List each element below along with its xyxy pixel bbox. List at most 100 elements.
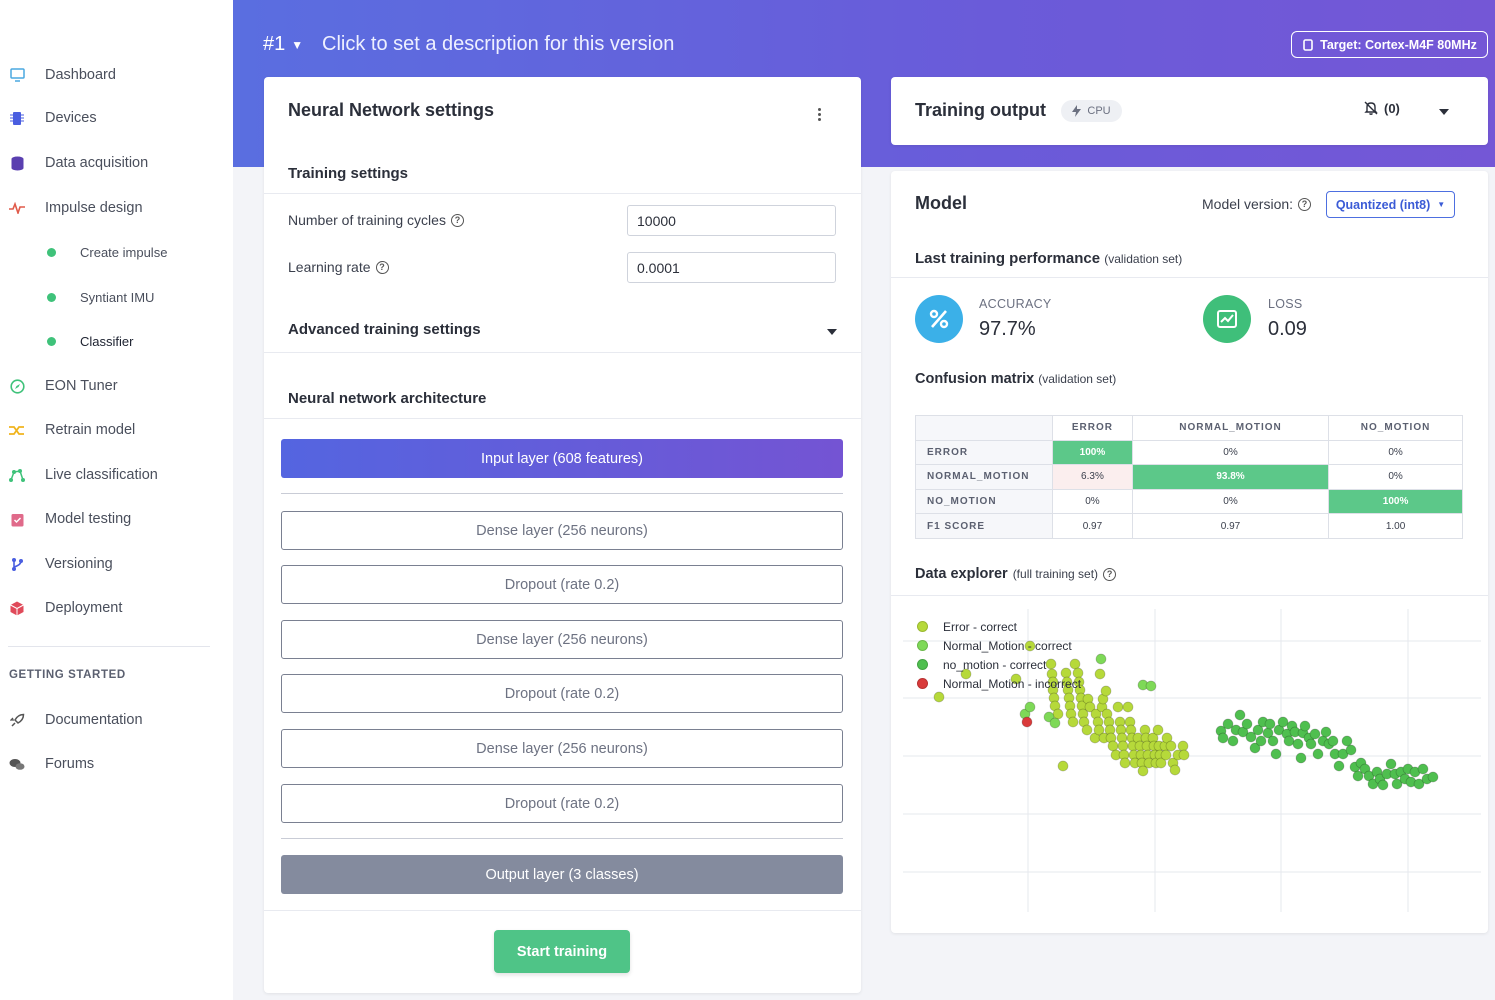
legend-item: Normal_Motion - correct [917, 636, 1081, 655]
sidebar-item-forums[interactable]: Forums [0, 750, 233, 778]
layer-dense-2[interactable]: Dense layer (256 neurons) [281, 620, 843, 659]
layer-dropout-2[interactable]: Dropout (rate 0.2) [281, 674, 843, 713]
training-cycles-label: Number of training cycles ? [288, 212, 464, 228]
notifications-count: (0) [1384, 100, 1400, 116]
sidebar-subitem-syntiant-imu[interactable]: Syntiant IMU [0, 285, 233, 309]
pulse-icon [9, 200, 25, 216]
scatter-point [1234, 709, 1246, 721]
status-dot [47, 247, 56, 257]
divider [281, 493, 843, 494]
training-cycles-input[interactable]: 10000 [627, 205, 836, 236]
nn-settings-title: Neural Network settings [288, 100, 495, 120]
help-icon[interactable]: ? [375, 260, 389, 274]
sidebar-item-documentation[interactable]: Documentation [0, 706, 233, 734]
sidebar-subitem-classifier[interactable]: Classifier [0, 329, 233, 353]
target-label: Target: Cortex-M4F 80MHz [1320, 37, 1477, 52]
legend-swatch [917, 659, 928, 670]
divider [281, 838, 843, 839]
cm-row-header: F1 SCORE [915, 513, 1053, 539]
cm-row-header: NORMAL_MOTION [915, 464, 1053, 490]
layer-dense-1[interactable]: Dense layer (256 neurons) [281, 511, 843, 550]
cm-cell: 0% [1052, 488, 1133, 515]
layer-dropout-3[interactable]: Dropout (rate 0.2) [281, 784, 843, 823]
scatter-point [1267, 735, 1279, 747]
scatter-point [1021, 716, 1033, 728]
cm-cell: 0.97 [1052, 513, 1133, 539]
help-icon[interactable]: ? [1103, 567, 1117, 581]
scatter-point [1145, 680, 1157, 692]
legend-item: Error - correct [917, 617, 1081, 636]
learning-rate-input[interactable]: 0.0001 [627, 252, 836, 283]
layer-dense-3[interactable]: Dense layer (256 neurons) [281, 729, 843, 768]
sidebar-item-eon-tuner[interactable]: EON Tuner [0, 372, 233, 400]
chat-icon [9, 756, 25, 772]
sidebar-item-data-acquisition[interactable]: Data acquisition [0, 149, 233, 177]
scatter-point [1024, 640, 1036, 652]
help-icon[interactable]: ? [450, 213, 464, 227]
sidebar-item-live-classification[interactable]: Live classification [0, 461, 233, 489]
sidebar-item-model-testing[interactable]: Model testing [0, 505, 233, 533]
cm-cell: 6.3% [1052, 464, 1133, 490]
version-selector[interactable]: #1 ▼ [263, 33, 303, 56]
sidebar-item-devices[interactable]: Devices [0, 104, 233, 132]
model-version-select[interactable]: Quantized (int8) ▼ [1326, 191, 1455, 218]
notifications-toggle[interactable]: (0) [1363, 100, 1400, 116]
cm-row: NORMAL_MOTION 6.3% 93.8% 0% [915, 464, 1463, 490]
cm-cell: 0% [1328, 464, 1463, 490]
percent-icon [915, 295, 963, 343]
cm-corner [915, 415, 1053, 441]
scatter-point [1333, 760, 1345, 772]
chevron-down-icon[interactable] [1439, 109, 1449, 115]
layer-dropout-1[interactable]: Dropout (rate 0.2) [281, 565, 843, 604]
shuffle-icon [9, 422, 25, 438]
scatter-point [1385, 758, 1397, 770]
sidebar-subitem-label: Syntiant IMU [80, 289, 155, 305]
kebab-menu-icon[interactable] [818, 108, 822, 123]
scatter-point [1270, 748, 1282, 760]
scatter-point [1052, 708, 1064, 720]
output-layer[interactable]: Output layer (3 classes) [281, 855, 843, 894]
sidebar-item-label: Data acquisition [45, 155, 149, 171]
data-explorer-scatter[interactable] [903, 604, 1481, 920]
model-title: Model [915, 193, 967, 213]
start-training-button[interactable]: Start training [494, 930, 630, 973]
scatter-point [1327, 735, 1339, 747]
scatter-point [1122, 701, 1134, 713]
sidebar-subitem-create-impulse[interactable]: Create impulse [0, 240, 233, 264]
chip-icon [9, 110, 25, 126]
compass-icon [9, 378, 25, 394]
confusion-matrix-heading: Confusion matrix (validation set) [915, 371, 1116, 387]
advanced-training-settings-toggle[interactable]: Advanced training settings [288, 321, 481, 338]
perf-title: Last training performance [915, 250, 1101, 267]
lightning-icon [1072, 105, 1082, 117]
graph-icon [9, 467, 25, 483]
sidebar-item-label: Devices [45, 110, 97, 126]
input-layer[interactable]: Input layer (608 features) [281, 439, 843, 478]
scatter-point [1178, 749, 1190, 761]
sidebar-item-dashboard[interactable]: Dashboard [0, 61, 233, 89]
cm-col-header: NO_MOTION [1328, 415, 1463, 441]
version-description[interactable]: Click to set a description for this vers… [322, 33, 675, 55]
help-icon[interactable]: ? [1298, 197, 1312, 211]
legend-item: no_motion - correct [917, 655, 1081, 674]
sidebar-item-label: Forums [45, 756, 95, 772]
sidebar-item-deployment[interactable]: Deployment [0, 594, 233, 622]
sidebar-divider [8, 646, 210, 647]
sidebar-item-versioning[interactable]: Versioning [0, 550, 233, 578]
target-button[interactable]: Target: Cortex-M4F 80MHz [1291, 31, 1488, 58]
divider [891, 277, 1488, 278]
scatter-point [1217, 732, 1229, 744]
scatter-point [1391, 778, 1403, 790]
architecture-heading: Neural network architecture [288, 390, 487, 407]
scatter-point [1137, 765, 1149, 777]
scatter-point [1155, 757, 1167, 769]
chevron-down-icon[interactable] [827, 329, 837, 335]
sidebar-item-impulse-design[interactable]: Impulse design [0, 194, 233, 222]
accuracy-value: 97.7% [979, 318, 1036, 340]
scatter-point [1312, 748, 1324, 760]
sidebar-item-retrain-model[interactable]: Retrain model [0, 416, 233, 444]
box-icon [9, 600, 25, 616]
sidebar-item-label: Model testing [45, 511, 132, 527]
scatter-point [1305, 738, 1317, 750]
scatter-point [1252, 724, 1264, 736]
